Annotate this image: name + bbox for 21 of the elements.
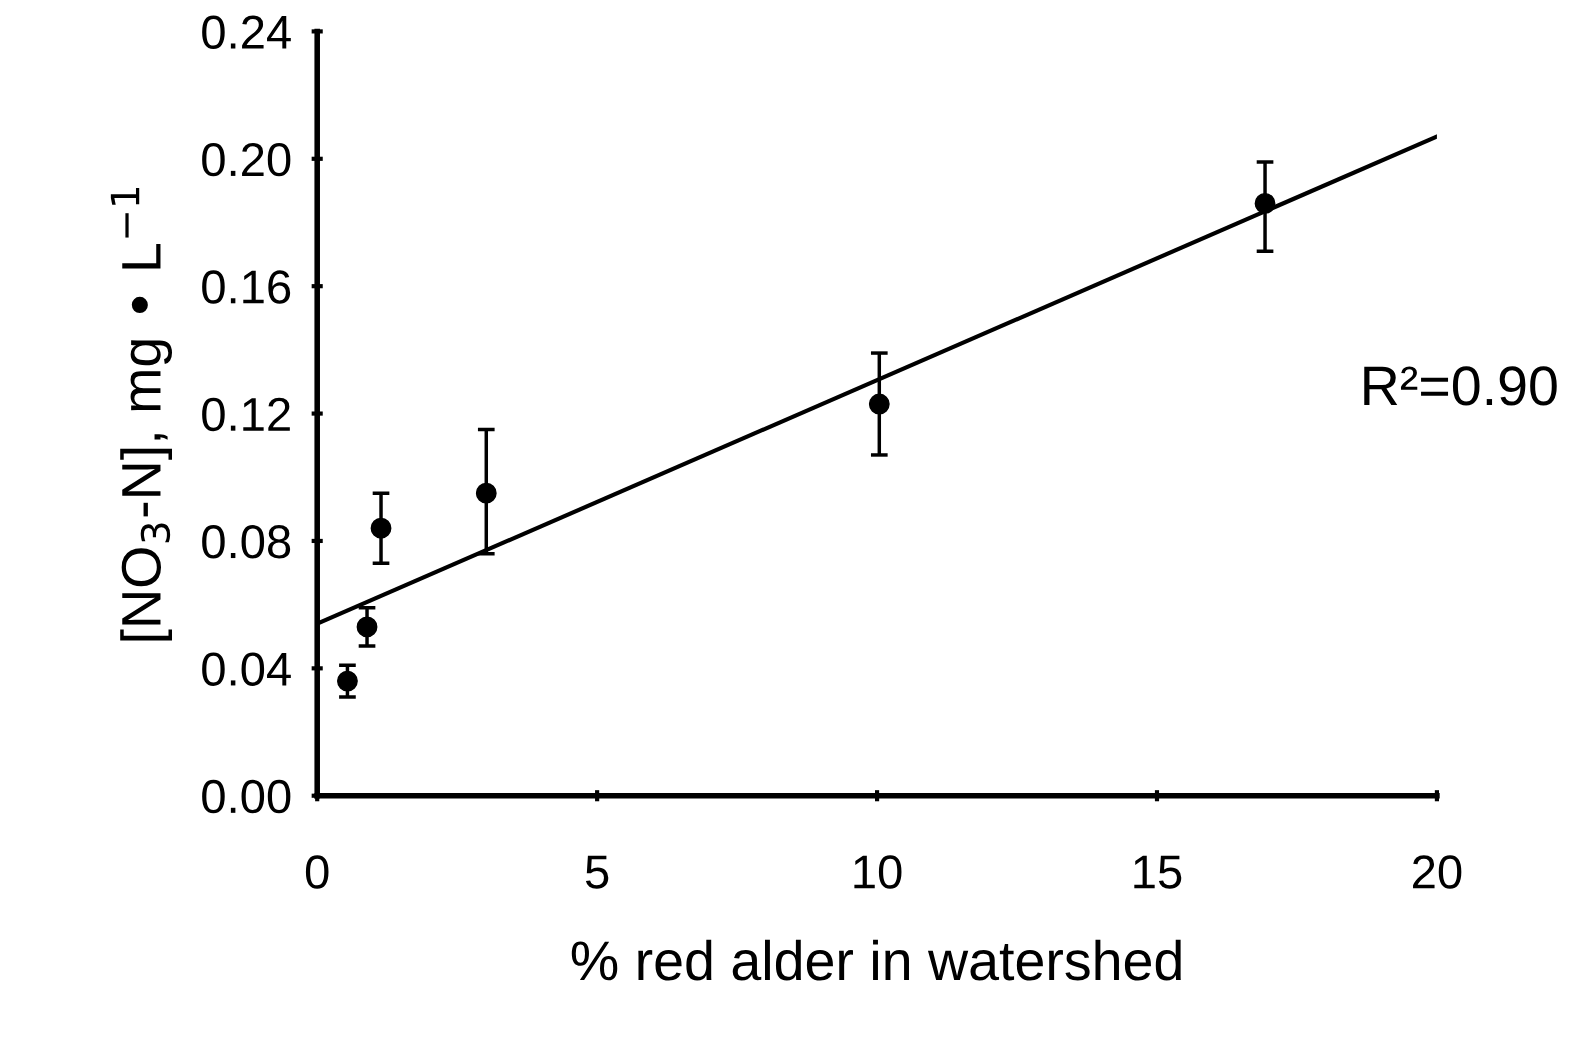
y-axis-title: [NO$_{3}$-N], mg • L$^{−1}$ [110,187,172,641]
y-tick-label: 0.04 [202,652,291,686]
x-tick-label: 10 [854,855,902,889]
point [868,393,890,415]
annotation: R²=0.90 [1364,366,1557,406]
y-tick-label: 0.08 [202,525,291,559]
x-axis-title: % red alder in watershed [571,939,1181,981]
y-tick-label: 0.16 [202,270,291,304]
point [475,482,497,504]
x-tick-label: 0 [305,855,329,889]
x-tick-label: 15 [1134,855,1182,889]
y-tick-label: 0.20 [202,142,291,177]
y-tick-label: 0.12 [202,397,290,432]
point [356,616,378,638]
point [1254,192,1276,214]
y-tick-label: 0.00 [202,779,291,814]
point [370,517,392,539]
x-tick-label: 20 [1413,855,1462,889]
point [337,670,358,692]
y-tick-label: 0.24 [202,15,291,49]
x-tick-label: 5 [585,855,609,889]
